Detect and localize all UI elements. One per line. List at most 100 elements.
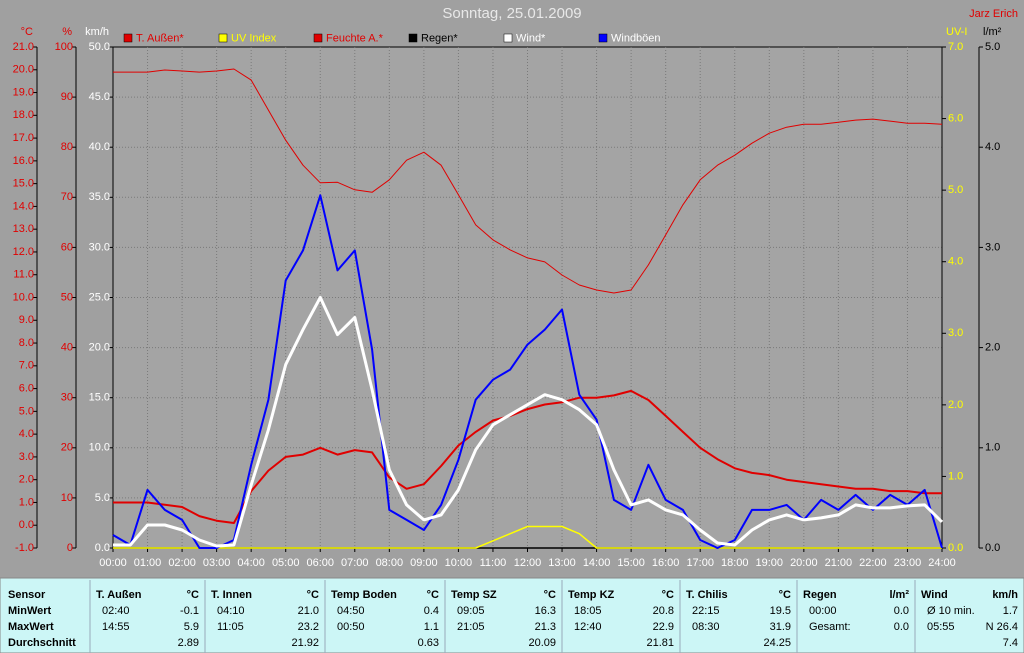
cell-time: Gesamt: [809,621,851,633]
y-tick-label: 3.0 [948,327,963,339]
y-tick-label: 20.0 [13,64,34,76]
y-tick-label: 15.0 [89,392,110,404]
cell-time: 04:10 [217,605,245,617]
x-tick-label: 10:00 [445,557,473,569]
y-tick-label: 2.0 [19,474,34,486]
y-tick-label: 60 [61,241,73,253]
cell-time: 02:40 [102,605,130,617]
y-tick-label: 20 [61,442,73,454]
series-line [113,68,943,294]
y-axis-title: % [62,26,72,38]
y-tick-label: 3.0 [985,241,1000,253]
x-tick-label: 03:00 [203,557,231,569]
y-tick-label: 11.0 [13,269,34,281]
x-tick-label: 00:00 [99,557,127,569]
y-tick-label: 0.0 [948,542,963,554]
cell-time: 22:15 [692,605,720,617]
cell-value: 21.3 [535,621,556,633]
cell-value: 21.81 [646,637,674,649]
row-label: Sensor [8,589,46,601]
x-tick-label: 24:00 [928,557,956,569]
cell-value: 0.4 [424,605,439,617]
y-tick-label: 70 [61,191,73,203]
cell-time: 09:05 [457,605,485,617]
cell-time: 18:05 [574,605,602,617]
cell-time: 12:40 [574,621,602,633]
column-name: Temp KZ [568,589,615,601]
row-label: Durchschnitt [8,637,76,649]
x-tick-label: 22:00 [859,557,887,569]
cell-value: 5.9 [184,621,199,633]
column-unit: °C [307,589,319,601]
cell-time: 04:50 [337,605,365,617]
row-label: MinWert [8,605,52,617]
column-unit: km/h [992,589,1018,601]
y-tick-label: 5.0 [948,184,963,196]
cell-time: 00:50 [337,621,365,633]
legend-label: Regen* [421,32,458,44]
y-tick-label: 3.0 [19,451,34,463]
column-name: T. Innen [211,589,252,601]
x-tick-label: 16:00 [652,557,680,569]
y-tick-label: 6.0 [948,112,963,124]
y-tick-label: 4.0 [19,428,34,440]
y-tick-label: 40 [61,342,73,354]
legend-label: Wind* [516,32,546,44]
y-tick-label: 0.0 [95,542,110,554]
y-tick-label: 10 [61,492,73,504]
y-tick-label: 0.0 [19,519,34,531]
y-axis-title: km/h [85,26,109,38]
y-tick-label: 14.0 [13,200,34,212]
y-tick-label: 100 [55,41,73,53]
y-tick-label: 30.0 [89,241,110,253]
x-tick-label: 07:00 [341,557,369,569]
cell-time: Ø 10 min. [927,605,975,617]
cell-value: 20.8 [653,605,674,617]
cell-value: 1.7 [1003,605,1018,617]
x-tick-label: 19:00 [756,557,784,569]
y-tick-label: 40.0 [89,141,110,153]
y-tick-label: 0 [67,542,73,554]
column-name: T. Chilis [686,589,728,601]
y-axis-title: UV-I [946,26,967,38]
y-axis-title: °C [21,26,33,38]
column-name: Temp Boden [331,589,397,601]
cell-time: 05:55 [927,621,955,633]
y-tick-label: 19.0 [13,86,34,98]
y-tick-label: 16.0 [13,155,34,167]
cell-value: 22.9 [653,621,674,633]
y-tick-label: 4.0 [948,256,963,268]
y-tick-label: 0.0 [985,542,1000,554]
x-tick-label: 13:00 [548,557,576,569]
legend-swatch [598,33,608,43]
cell-value: 0.0 [894,605,909,617]
y-tick-label: 12.0 [13,246,34,258]
y-tick-label: 35.0 [89,191,110,203]
y-tick-label: 45.0 [89,91,110,103]
y-tick-label: 17.0 [13,132,34,144]
legend-swatch [503,33,513,43]
series-line [113,296,944,548]
x-tick-label: 04:00 [237,557,265,569]
cell-time: 14:55 [102,621,130,633]
y-tick-label: 10.0 [89,442,110,454]
cell-value: -0.1 [180,605,199,617]
x-tick-label: 09:00 [410,557,438,569]
cell-value: 2.89 [178,637,199,649]
y-tick-label: 20.0 [89,342,110,354]
cell-time: 11:05 [217,621,244,633]
cell-value: N 26.4 [986,621,1018,633]
y-tick-label: 90 [61,91,73,103]
x-tick-label: 01:00 [134,557,162,569]
legend-swatch [408,33,418,43]
y-tick-label: 7.0 [948,41,963,53]
y-tick-label: 1.0 [19,496,34,508]
y-tick-label: 25.0 [89,291,110,303]
x-tick-label: 11:00 [480,557,507,569]
column-unit: °C [544,589,556,601]
summary-table [0,577,1024,653]
y-tick-label: 2.0 [948,399,963,411]
y-tick-label: 5.0 [19,405,34,417]
x-tick-label: 23:00 [894,557,922,569]
